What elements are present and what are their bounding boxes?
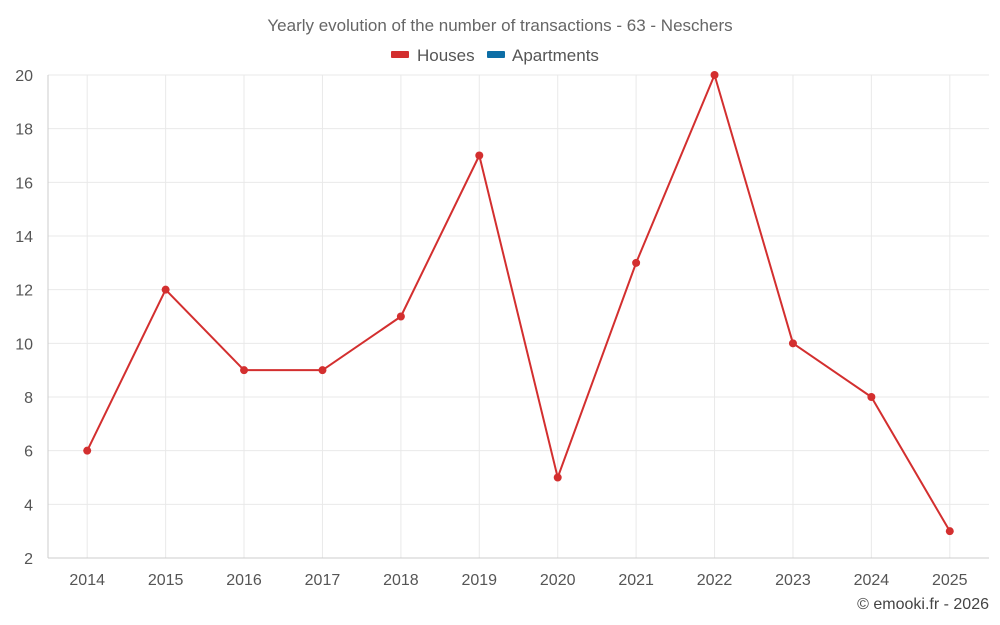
data-point-houses-2015[interactable] [161,285,170,294]
y-tick-label: 6 [24,444,33,461]
data-point-houses-2016[interactable] [240,366,249,375]
x-tick-label: 2025 [932,572,968,589]
x-tick-label: 2019 [461,572,497,589]
y-tick-label: 14 [15,229,33,246]
x-tick-label: 2017 [305,572,341,589]
x-axis-ticks: 2014 2015 2016 2017 2018 2019 2020 2021 2022 2023… [69,572,967,589]
data-point-houses-2018[interactable] [396,312,405,321]
x-tick-label: 2016 [226,572,262,589]
data-point-houses-2025[interactable] [945,527,954,536]
x-tick-label: 2018 [383,572,419,589]
legend-label-apartments: Apartments [512,46,599,65]
series-line-houses [86,74,951,532]
data-point-houses-2017[interactable] [318,366,327,375]
x-tick-label: 2022 [697,572,733,589]
y-tick-label: 8 [24,390,33,407]
x-tick-label: 2024 [854,572,890,589]
data-point-houses-2014[interactable] [83,446,92,455]
data-point-houses-2023[interactable] [788,339,797,348]
y-tick-label: 2 [24,551,33,568]
x-tick-label: 2021 [618,572,654,589]
series-houses [83,71,954,536]
legend-item-apartments[interactable]: Apartments [487,46,599,65]
data-point-houses-2024[interactable] [867,393,876,401]
x-tick-label: 2020 [540,572,576,589]
data-point-houses-2022[interactable] [710,71,719,79]
y-tick-label: 16 [15,175,33,192]
legend-swatch-houses [391,51,409,58]
y-tick-label: 18 [15,122,33,139]
data-point-houses-2020[interactable] [553,473,562,482]
data-point-houses-2021[interactable] [632,258,641,267]
y-tick-label: 12 [15,283,33,300]
x-tick-label: 2015 [148,572,184,589]
y-axis-ticks: 2 4 6 8 10 12 14 16 18 20 [15,68,33,568]
legend: Houses Apartments [391,46,599,65]
x-tick-label: 2014 [69,572,105,589]
legend-label-houses: Houses [417,46,475,65]
legend-item-houses[interactable]: Houses [391,46,475,65]
legend-swatch-apartments [487,51,505,58]
credit: © emooki.fr - 2026 [857,596,989,613]
axes [47,75,989,559]
data-point-houses-2019[interactable] [475,151,484,160]
y-tick-label: 4 [24,497,33,514]
x-tick-label: 2023 [775,572,811,589]
y-tick-label: 10 [15,336,33,353]
chart-title: Yearly evolution of the number of transa… [267,16,732,35]
y-tick-label: 20 [15,68,33,85]
